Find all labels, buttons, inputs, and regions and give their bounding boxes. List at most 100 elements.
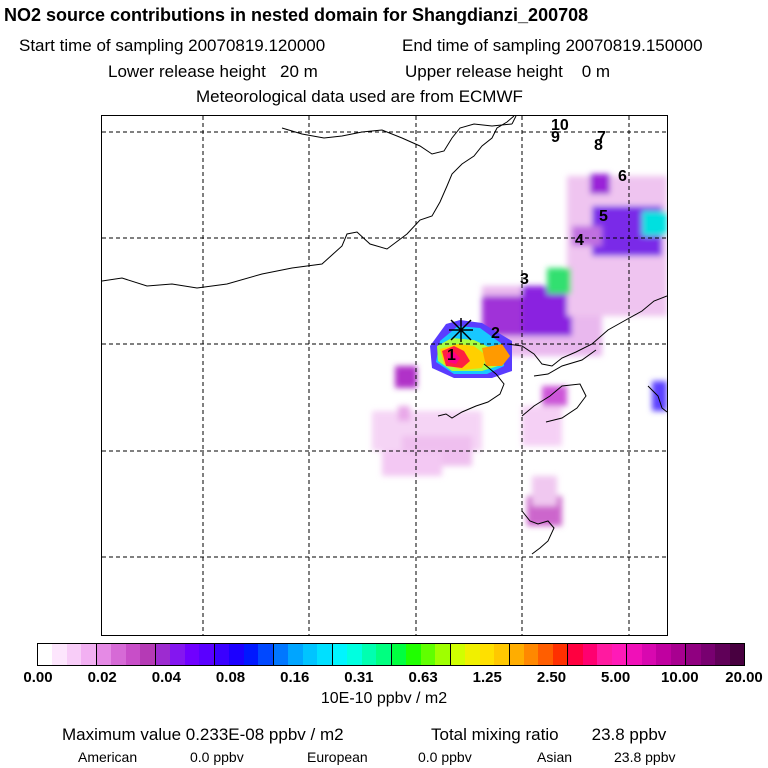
colorbar-cell [670,644,687,665]
colorbar-cell [479,644,495,665]
colorbar-cell [611,644,628,665]
map-svg [102,116,667,635]
colorbar-cell [391,644,407,665]
trajectory-label-6: 6 [618,168,627,185]
plume-patch [652,381,667,411]
release-upper: Upper release height 0 m [405,62,611,81]
trajectory-label-8: 8 [594,137,603,154]
colorbar-cell [199,644,215,665]
colorbar-cell [406,644,421,665]
colorbar-cell [288,644,303,665]
star-icon [449,318,473,342]
plume-patch [395,366,417,388]
colorbar-label: 10.00 [661,669,699,686]
colorbar-cell [170,644,185,665]
european-value: 0.0 ppbv [418,749,472,765]
colorbar-label: 20.00 [725,669,763,686]
colorbar-cell [582,644,598,665]
sampling-start: Start time of sampling 20070819.120000 [19,36,326,55]
trajectory-label-10: 10 [551,117,569,134]
colorbar-cell [465,644,480,665]
plume-patch [542,386,567,406]
colorbar-label: 0.63 [408,669,438,686]
colorbar-unit: 10E-10 ppbv / m2 [320,690,448,707]
colorbar-label: 1.25 [472,669,502,686]
colorbar-cell [494,644,510,665]
map-panel: 1 2 3 4 5 6 7 8 9 10 [101,115,668,636]
american-value: 0.0 ppbv [190,749,244,765]
colorbar-cell [523,644,539,665]
plume-patch [547,268,571,294]
colorbar-cell [140,644,156,665]
colorbar-cell [568,644,583,665]
colorbar-cell [38,644,53,665]
colorbar-label: 0.08 [215,669,246,686]
colorbar-cell [376,644,392,665]
trajectory-label-9: 9 [551,129,560,146]
colorbar-cell [450,644,466,665]
colorbar-cell [729,644,745,665]
total-mixing-ratio: Total mixing ratio 23.8 ppbv [431,725,667,744]
colorbar-label: 2.50 [536,669,567,686]
colorbar-cell [317,644,333,665]
colorbar-cell [700,644,716,665]
colorbar-cell [81,644,97,665]
asian-label: Asian [537,749,573,765]
colorbar-cell [627,644,642,665]
colorbar-cell [597,644,612,665]
plume-patch [572,226,602,246]
colorbar-cell [66,644,82,665]
plume-patch [522,406,562,446]
colorbar-label: 0.16 [280,669,310,686]
colorbar-cell [96,644,112,665]
coastlines [102,116,667,555]
max-value: Maximum value 0.233E-08 ppbv / m2 [62,725,344,744]
colorbar-cell [302,644,318,665]
colorbar-cell [52,644,67,665]
sampling-end: End time of sampling 20070819.150000 [402,36,703,55]
colorbar-cell [715,644,730,665]
plume-patch [382,451,442,476]
trajectory-label-1: 1 [447,347,456,364]
colorbar-cell [420,644,436,665]
colorbar-cell [552,644,569,665]
colorbar-cell [656,644,671,665]
colorbar-cell [229,644,244,665]
colorbar-cell [273,644,289,665]
met-source: Meteorological data used are from ECMWF [196,87,523,106]
colorbar-cell [686,644,701,665]
colorbar-label: 0.31 [344,669,374,686]
european-label: European [307,749,368,765]
colorbar-cell [258,644,274,665]
colorbar-cell [243,644,259,665]
colorbar [37,643,745,666]
grid-lines [102,116,667,635]
colorbar-cell [332,644,348,665]
plume-patch [398,406,410,421]
colorbar-label: 0.04 [151,669,181,686]
plume-patch [590,174,610,194]
concentration-field [372,174,667,526]
colorbar-cell [184,644,200,665]
colorbar-cell [155,644,171,665]
trajectory-label-4: 4 [575,232,584,249]
colorbar-cell [641,644,657,665]
american-label: American [78,749,138,765]
plume-patch [642,211,667,236]
hotspot [430,320,512,378]
trajectory-label-3: 3 [520,271,529,288]
trajectory-label-2: 2 [491,325,500,342]
release-lower: Lower release height 20 m [108,62,318,81]
trajectory-label-7: 7 [597,129,606,146]
colorbar-cell [214,644,230,665]
asian-value: 23.8 ppbv [614,749,676,765]
colorbar-cell [361,644,377,665]
figure-title: NO2 source contributions in nested domai… [4,5,589,25]
colorbar-label: 0.02 [87,669,117,686]
colorbar-label: 0.00 [23,669,53,686]
colorbar-cell [509,644,524,665]
plume-patch [532,476,557,506]
colorbar-cell [125,644,141,665]
plume-patch [522,286,572,336]
trajectory-label-5: 5 [599,208,608,225]
